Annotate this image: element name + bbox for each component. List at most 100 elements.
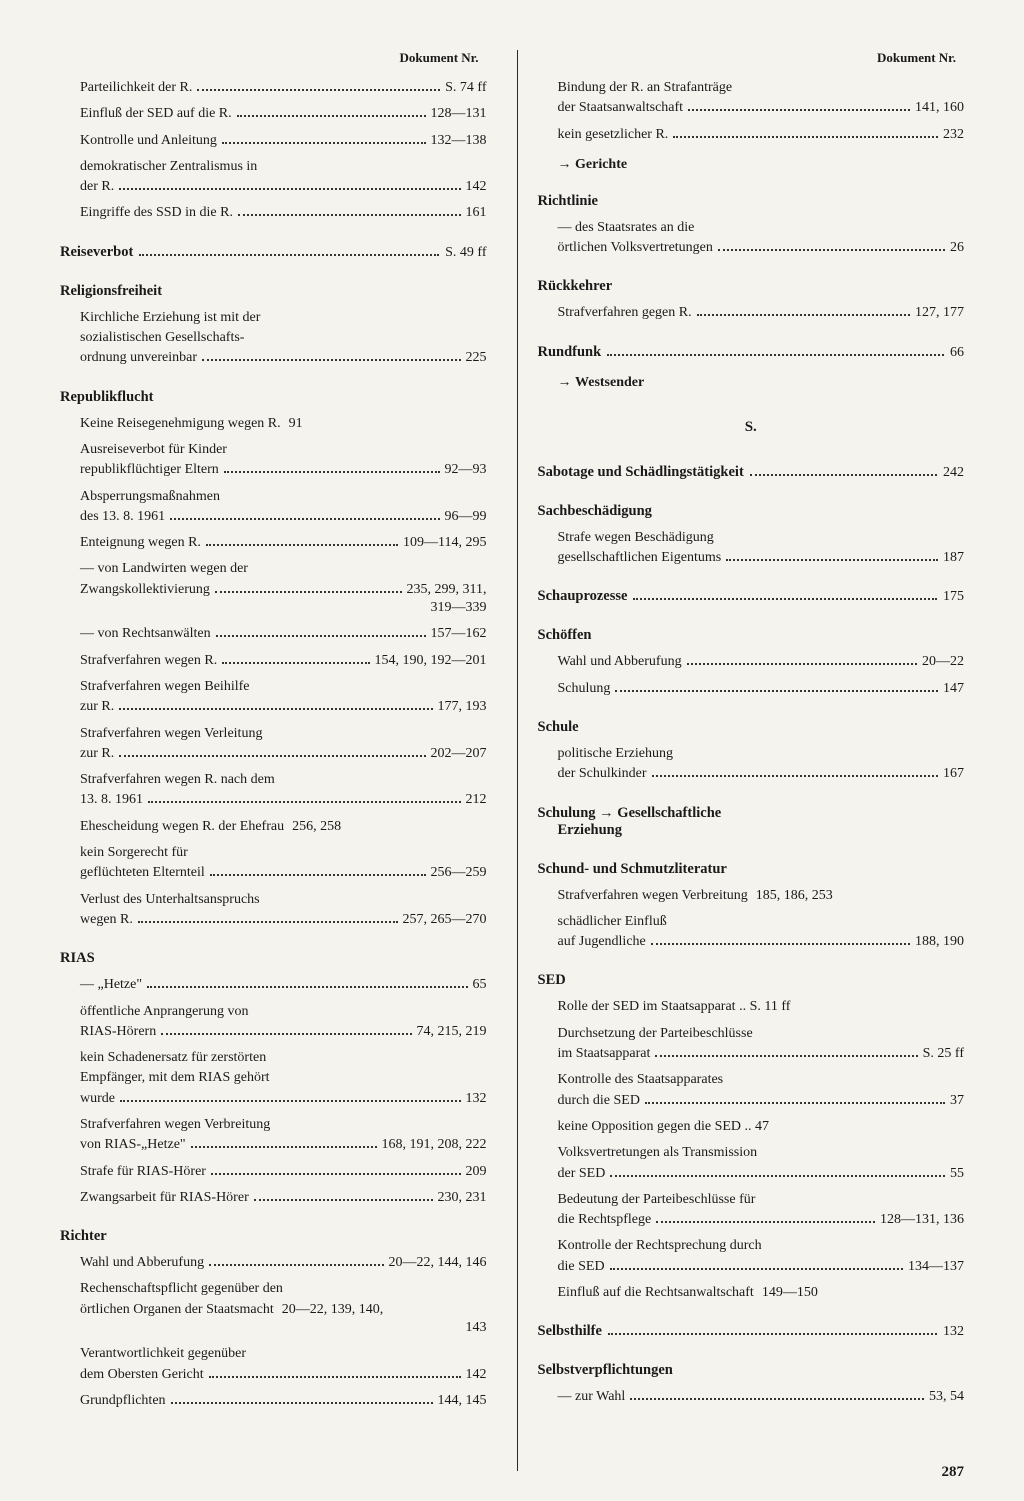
entry-text: im Staatsapparat: [558, 1044, 651, 1064]
index-entry: kein Schadenersatz für zerstörtenEmpfäng…: [80, 1048, 487, 1109]
heading-religionsfreiheit: Religionsfreiheit: [60, 283, 487, 300]
entry-text: Enteignung wegen R.: [80, 533, 201, 553]
entry-reference: 177, 193: [438, 697, 487, 717]
entry-reference: 209: [466, 1162, 487, 1182]
entry-text: Rolle der SED im Staatsapparat: [558, 997, 736, 1017]
entries-religionsfreiheit: Kirchliche Erziehung ist mit dersozialis…: [60, 308, 487, 375]
entry-reference: 55: [950, 1164, 964, 1184]
entry-text-pre: Bedeutung der Parteibeschlüsse für: [558, 1190, 965, 1210]
entry-text-pre: Strafverfahren wegen R. nach dem: [80, 770, 487, 790]
entry-reference: 142: [466, 1365, 487, 1385]
index-entry: Wahl und Abberufung20—22, 144, 146: [80, 1253, 487, 1273]
column-header-left: Dokument Nr.: [60, 50, 487, 66]
entry-text-pre: schädlicher Einfluß: [558, 912, 965, 932]
xref-gerichte: → Gerichte: [538, 157, 965, 173]
entry-text: örtlichen Organen der Staatsmacht: [80, 1300, 274, 1320]
entry-text-pre: Kontrolle des Staatsapparates: [558, 1070, 965, 1090]
index-entry: Absperrungsmaßnahmendes 13. 8. 196196—99: [80, 487, 487, 528]
entries-rias: — „Hetze"65öffentliche Anprangerung vonR…: [60, 975, 487, 1214]
index-entry: — von Rechtsanwälten157—162: [80, 624, 487, 644]
entry-text: Strafverfahren wegen Verbreitung: [558, 886, 748, 906]
index-entry: kein gesetzlicher R.232: [558, 125, 965, 145]
entry-text: Zwangskollektivierung: [80, 580, 210, 600]
index-entry: Strafe wegen Beschädigunggesellschaftlic…: [558, 528, 965, 569]
entry-text: Eingriffe des SSD in die R.: [80, 203, 233, 223]
index-entry: Strafverfahren wegen Verbreitung185, 186…: [558, 886, 965, 906]
index-entry: Parteilichkeit der R.S. 74 ff: [80, 78, 487, 98]
heading-reiseverbot: Reiseverbot S. 49 ff: [60, 244, 487, 261]
entry-text-pre: — von Landwirten wegen der: [80, 559, 487, 579]
continued-entries: Parteilichkeit der R.S. 74 ff Einfluß der…: [60, 78, 487, 230]
index-entry: schädlicher Einflußauf Jugendliche188, 1…: [558, 912, 965, 953]
entry-text: Einfluß auf die Rechtsanwaltschaft: [558, 1283, 754, 1303]
entry-reference: 127, 177: [915, 303, 964, 323]
entry-text: der R.: [80, 177, 114, 197]
index-entry: Strafverfahren wegen Beihilfezur R.177, …: [80, 677, 487, 718]
entry-text: republikflüchtiger Eltern: [80, 460, 219, 480]
entry-reference: 74, 215, 219: [417, 1022, 487, 1042]
index-entry: — „Hetze"65: [80, 975, 487, 995]
index-entry: Enteignung wegen R. 109—114, 295: [80, 533, 487, 553]
entry-reference: 232: [943, 125, 964, 145]
heading-schule: Schule: [538, 719, 965, 736]
entry-text-pre: Strafverfahren wegen Verbreitung: [80, 1115, 487, 1135]
entry-reference: 96—99: [445, 507, 487, 527]
entries-rueckkehrer: Strafverfahren gegen R.127, 177: [538, 303, 965, 329]
heading-selbsthilfe: Selbsthilfe 132: [538, 1323, 965, 1340]
entries-republikflucht: Keine Reisegenehmigung wegen R.91Ausreis…: [60, 414, 487, 937]
entry-text: Schulung: [558, 679, 611, 699]
entry-reference: 157—162: [431, 624, 487, 644]
index-entry: Verlust des Unterhaltsanspruchswegen R.2…: [80, 890, 487, 931]
entry-text-pre: demokratischer Zentralismus in: [80, 157, 487, 177]
index-entry: Durchsetzung der Parteibeschlüsseim Staa…: [558, 1024, 965, 1065]
index-entry: Einfluß der SED auf die R.128—131: [80, 104, 487, 124]
entry-reference: 47: [755, 1117, 769, 1137]
entry-text: die SED: [558, 1257, 605, 1277]
entry-text-pre: Kontrolle der Rechtsprechung durch: [558, 1236, 965, 1256]
index-entry: Eingriffe des SSD in die R.161: [80, 203, 487, 223]
entry-reference: 187: [943, 548, 964, 568]
xref-westsender: → Westsender: [538, 375, 965, 391]
column-header-right: Dokument Nr.: [538, 50, 965, 66]
heading-schauprozesse: Schauprozesse 175: [538, 588, 965, 605]
entry-text-pre: kein Schadenersatz für zerstörtenEmpfäng…: [80, 1048, 487, 1089]
entry-reference: S. 74 ff: [445, 78, 486, 98]
entry-reference: 37: [950, 1091, 964, 1111]
entry-text-pre: Strafverfahren wegen Beihilfe: [80, 677, 487, 697]
entry-text: Strafe für RIAS-Hörer: [80, 1162, 206, 1182]
entry-reference: 128—131: [431, 104, 487, 124]
heading-rueckkehrer: Rückkehrer: [538, 278, 965, 295]
index-entry: Keine Reisegenehmigung wegen R. 91: [80, 414, 487, 434]
entry-reference: 132—138: [431, 131, 487, 151]
entry-reference: 142: [466, 177, 487, 197]
index-entry: Strafverfahren wegen R.154, 190, 192—201: [80, 651, 487, 671]
entry-text: keine Opposition gegen die SED: [558, 1117, 742, 1137]
entries-richtlinie: — des Staatsrates an dieörtlichen Volksv…: [538, 218, 965, 265]
entry-text: des 13. 8. 1961: [80, 507, 165, 527]
entry-text: zur R.: [80, 744, 114, 764]
entry-reference: 109—114, 295: [403, 533, 486, 553]
entry-text: Keine Reisegenehmigung wegen R.: [80, 414, 281, 434]
entry-reference: 141, 160: [915, 98, 964, 118]
entry-text: örtlichen Volksvertretungen: [558, 238, 713, 258]
entry-reference: 212: [466, 790, 487, 810]
heading-schoeffen: Schöffen: [538, 627, 965, 644]
heading-rias: RIAS: [60, 950, 487, 967]
entry-reference: 91: [289, 414, 303, 434]
entry-text: die Rechtspflege: [558, 1210, 652, 1230]
entries-richter: Wahl und Abberufung20—22, 144, 146 Rechen…: [60, 1253, 487, 1417]
entry-text: Wahl und Abberufung: [558, 652, 682, 672]
index-entry: Rolle der SED im Staatsapparat .. S. 11 …: [558, 997, 965, 1017]
entry-text: gesellschaftlichen Eigentums: [558, 548, 722, 568]
index-entry: Kontrolle der Rechtsprechung durchdie SE…: [558, 1236, 965, 1277]
index-entry: Strafverfahren wegen Verleitungzur R.202…: [80, 724, 487, 765]
index-entry: — zur Wahl53, 54: [558, 1387, 965, 1407]
index-entry: Kontrolle des Staatsapparatesdurch die S…: [558, 1070, 965, 1111]
page-number: 287: [942, 1464, 965, 1481]
entry-reference: 144, 145: [438, 1391, 487, 1411]
entry-reference: 154, 190, 192—201: [375, 651, 487, 671]
section-letter-s: S.: [538, 419, 965, 436]
entry-text: dem Obersten Gericht: [80, 1365, 204, 1385]
index-entry: Strafverfahren gegen R.127, 177: [558, 303, 965, 323]
entry-text-pre: Rechenschaftspflicht gegenüber den: [80, 1279, 487, 1299]
